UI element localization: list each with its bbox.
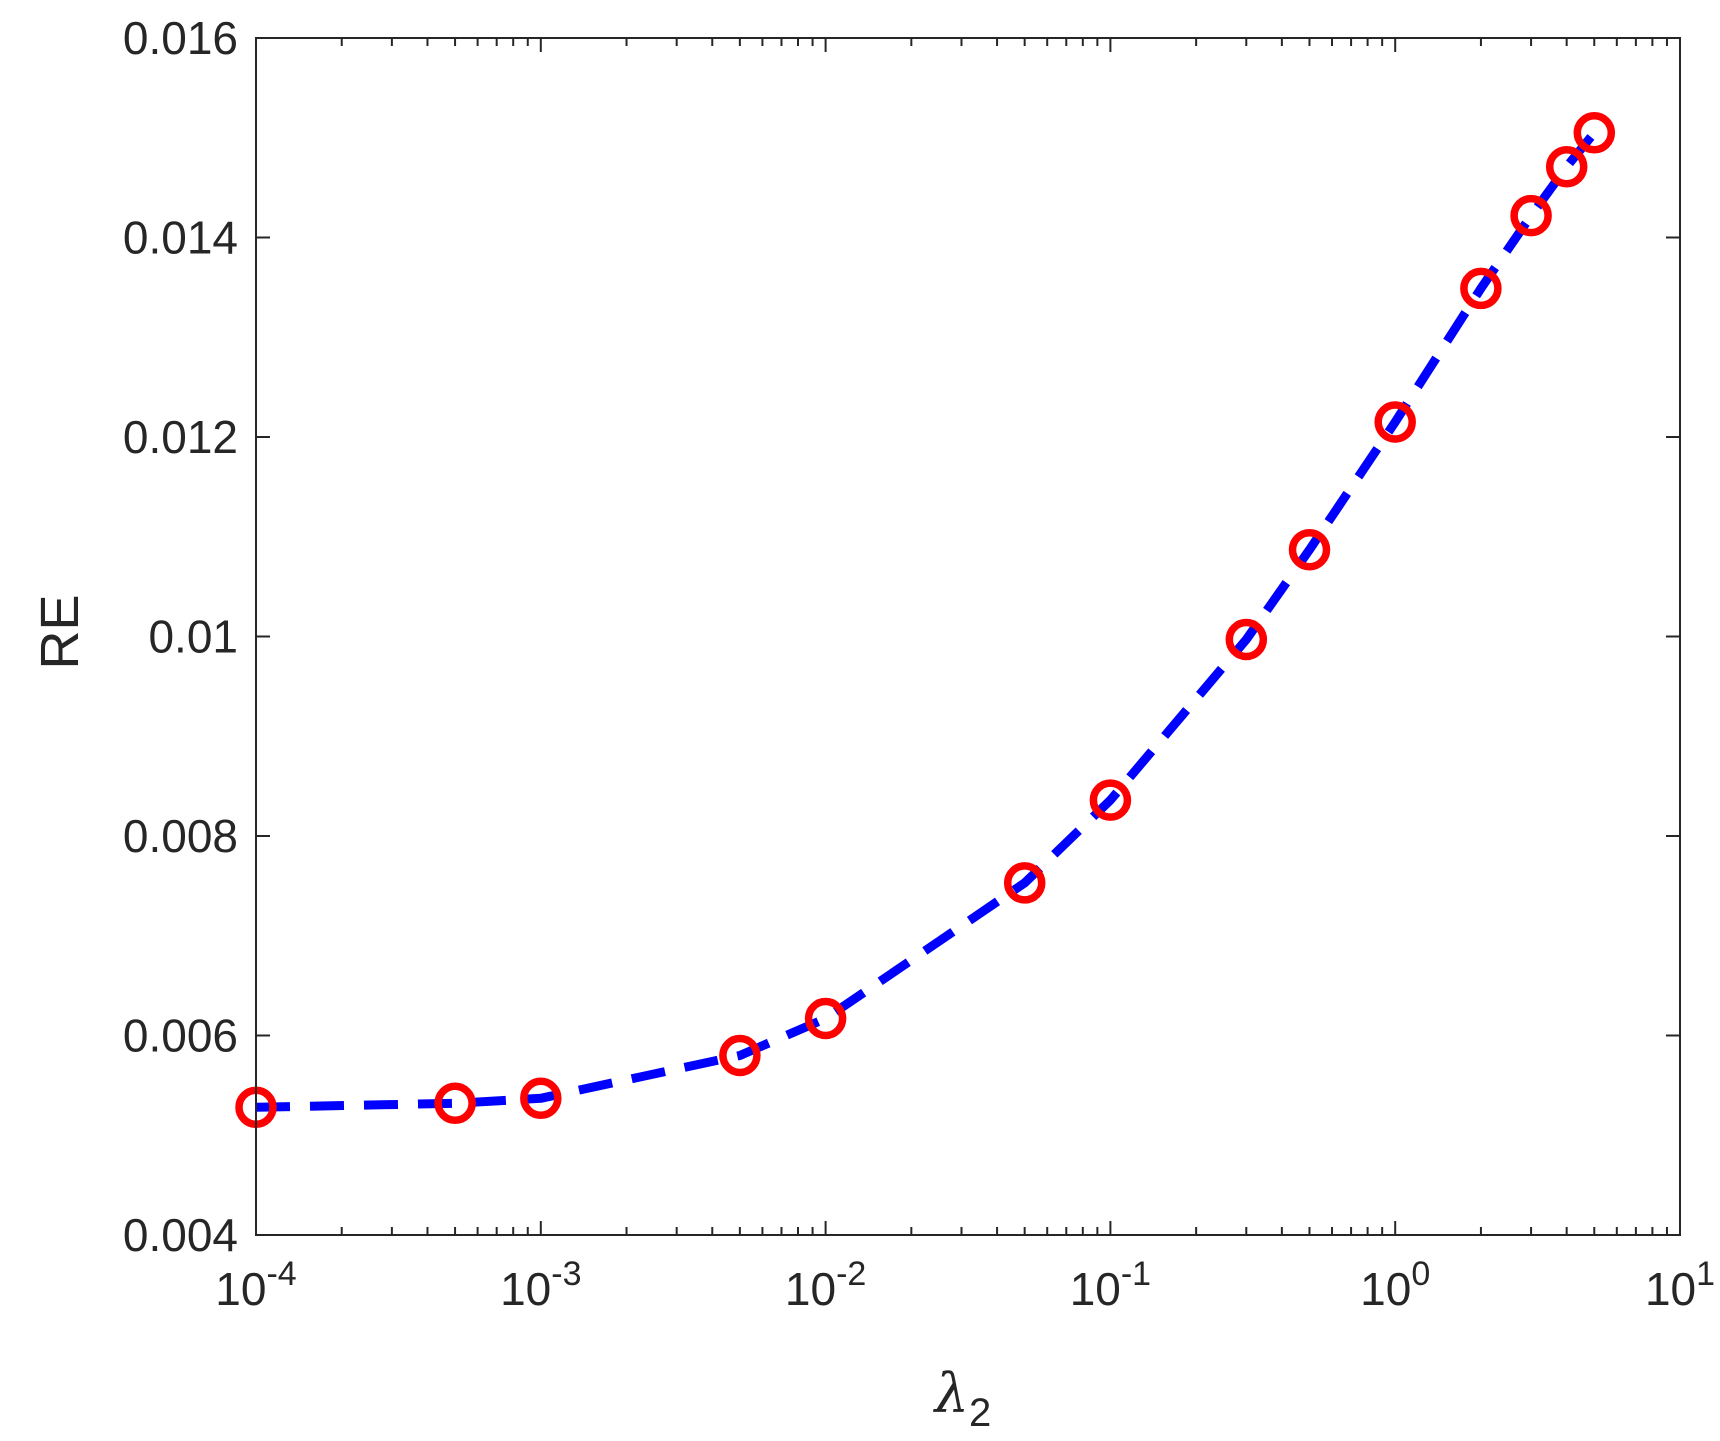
- x-tick-label-1: 10-3: [500, 1255, 581, 1315]
- x-tick-label-5: 101: [1645, 1255, 1715, 1315]
- y-axis-title: RE: [30, 594, 90, 669]
- y-tick-label-5: 0.014: [123, 212, 238, 264]
- series-0-marker-3: [719, 1034, 761, 1077]
- x-tick-label-base-3: 10: [1070, 1263, 1121, 1315]
- series-0-marker-6: [1089, 779, 1132, 821]
- y-tick-label-3: 0.01: [148, 611, 238, 663]
- series-0-marker-13: [1573, 112, 1616, 154]
- x-tick-label-4: 100: [1360, 1255, 1430, 1315]
- series-0-marker-2: [520, 1077, 562, 1120]
- x-axis-title-symbol: λ: [933, 1362, 969, 1425]
- series-0-marker-9: [1374, 401, 1416, 443]
- x-tick-label-exponent-2: -2: [836, 1255, 866, 1293]
- series-0-marker-4: [804, 997, 847, 1040]
- y-tick-label-2: 0.008: [123, 810, 238, 862]
- x-tick-label-exponent-0: -4: [266, 1255, 296, 1293]
- series-0-marker-1: [434, 1082, 476, 1125]
- x-tick-label-base-2: 10: [785, 1263, 836, 1315]
- x-axis-title: λ2: [933, 1362, 991, 1435]
- y-tick-label-4: 0.012: [123, 411, 238, 463]
- x-tick-label-exponent-3: -1: [1121, 1255, 1151, 1293]
- y-tick-label-1: 0.006: [123, 1010, 238, 1062]
- y-tick-label-6: 0.016: [123, 12, 238, 64]
- series-0-marker-7: [1225, 618, 1268, 661]
- x-axis-title-subscript: 2: [969, 1391, 991, 1435]
- x-tick-label-base-0: 10: [215, 1263, 266, 1315]
- x-tick-label-base-5: 10: [1645, 1263, 1696, 1315]
- series-0-marker-12: [1545, 145, 1588, 188]
- plot-area: [235, 112, 1616, 1129]
- series-0-marker-8: [1288, 528, 1331, 571]
- axes: [255, 37, 1681, 1236]
- x-tick-label-base-1: 10: [500, 1263, 551, 1315]
- x-tick-label-3: 10-1: [1070, 1255, 1151, 1315]
- x-tick-label-2: 10-2: [785, 1255, 866, 1315]
- x-tick-label-0: 10-4: [215, 1255, 296, 1315]
- x-tick-label-exponent-4: 0: [1411, 1255, 1430, 1293]
- series-0-marker-11: [1510, 194, 1552, 237]
- x-tick-label-exponent-1: -3: [551, 1255, 581, 1293]
- y-tick-label-0: 0.004: [123, 1209, 238, 1261]
- series-0-marker-10: [1460, 267, 1502, 310]
- x-tick-label-base-4: 10: [1360, 1263, 1411, 1315]
- x-tick-label-exponent-5: 1: [1696, 1255, 1715, 1293]
- series-0-marker-5: [1003, 862, 1046, 904]
